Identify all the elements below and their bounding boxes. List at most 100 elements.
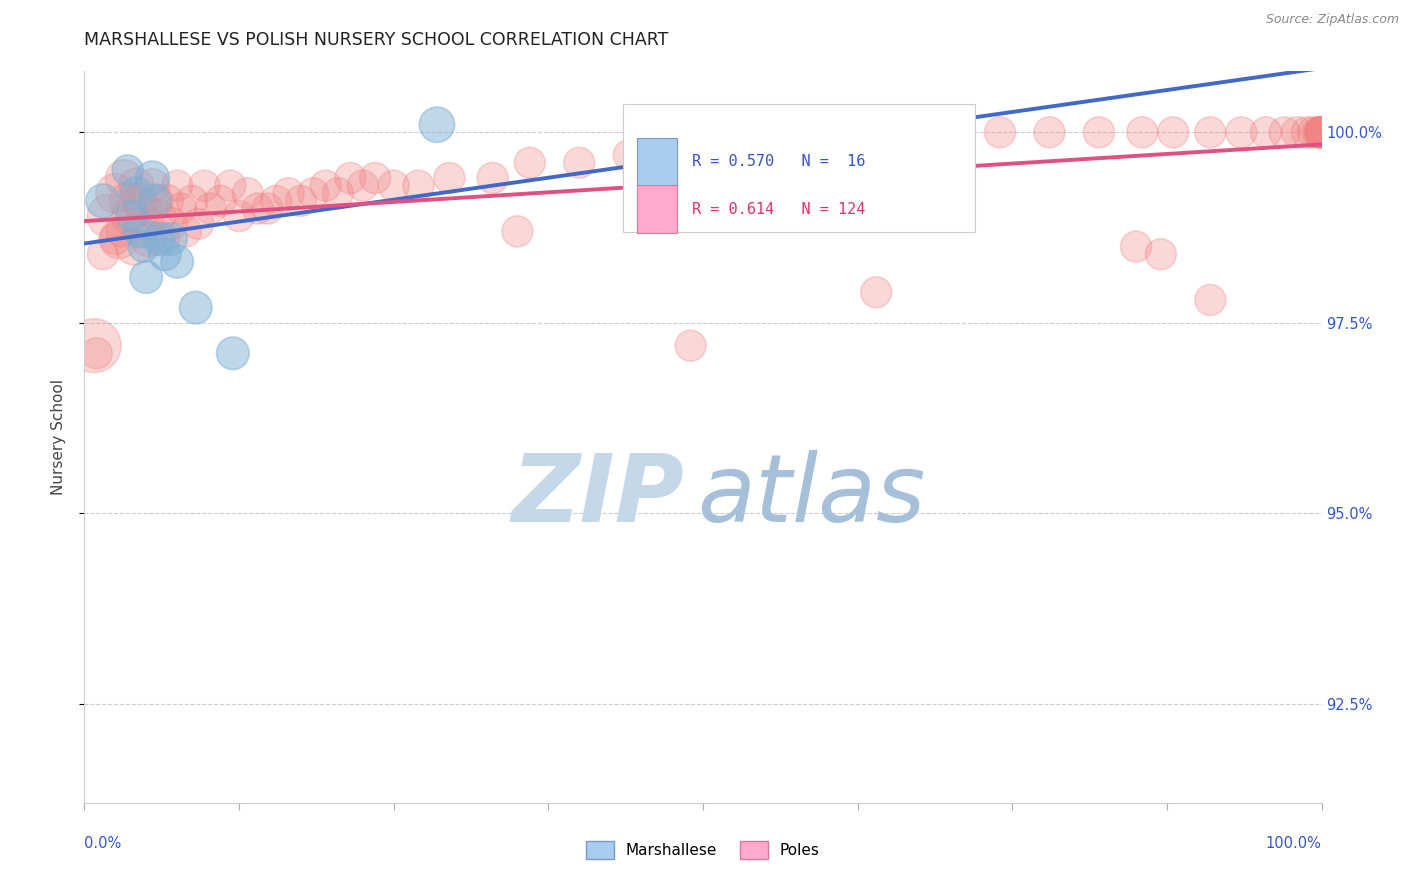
Point (1199, 293, 1222, 307)
Point (125, 186, 148, 201)
Point (132, 202, 155, 216)
Point (148, 209, 170, 223)
Point (156, 194, 179, 208)
Point (112, 171, 135, 186)
Point (184, 301, 207, 315)
Point (187, 217, 209, 231)
Text: R = 0.614   N = 124: R = 0.614 N = 124 (692, 202, 865, 217)
Point (339, 171, 361, 186)
Point (117, 163, 139, 178)
Point (141, 171, 163, 186)
Point (160, 217, 183, 231)
Text: 0.0%: 0.0% (84, 836, 121, 851)
Point (382, 178, 405, 193)
Legend: Marshallese, Poles: Marshallese, Poles (581, 835, 825, 864)
Point (246, 202, 269, 216)
Point (352, 178, 374, 193)
Point (91, 194, 114, 208)
Point (1302, 125, 1324, 139)
Point (219, 178, 242, 193)
Point (120, 209, 142, 223)
Point (129, 194, 152, 208)
Point (104, 232, 127, 246)
Point (741, 140, 763, 154)
Text: R = 0.570   N =  16: R = 0.570 N = 16 (692, 154, 865, 169)
Point (145, 194, 167, 208)
FancyBboxPatch shape (623, 104, 976, 232)
Point (1161, 125, 1184, 139)
Point (315, 178, 337, 193)
Point (83, 339, 105, 353)
Point (877, 133, 900, 147)
Point (302, 186, 325, 201)
Point (170, 202, 193, 216)
Point (132, 239, 155, 253)
Point (222, 346, 245, 360)
Point (135, 270, 157, 285)
Y-axis label: Nursery School: Nursery School (51, 379, 66, 495)
Point (181, 194, 204, 208)
Text: atlas: atlas (697, 450, 925, 541)
Point (939, 133, 962, 147)
Point (228, 209, 250, 223)
Point (364, 171, 387, 186)
Point (1309, 125, 1331, 139)
Point (129, 224, 152, 238)
Point (193, 178, 215, 193)
Point (865, 285, 887, 300)
Point (166, 255, 188, 269)
Point (519, 156, 541, 170)
Point (506, 224, 529, 238)
Point (91, 247, 114, 261)
Point (153, 247, 176, 261)
Bar (637, 138, 678, 186)
Point (236, 186, 259, 201)
Point (148, 232, 170, 246)
Point (256, 202, 278, 216)
Point (617, 148, 640, 162)
Point (1274, 125, 1296, 139)
Text: ZIP: ZIP (512, 450, 685, 541)
Point (439, 171, 461, 186)
Point (120, 209, 142, 223)
Point (988, 125, 1011, 139)
Point (125, 178, 148, 193)
Bar (637, 186, 678, 233)
Point (1306, 125, 1329, 139)
Point (1310, 125, 1333, 139)
Point (209, 194, 232, 208)
Point (135, 217, 157, 231)
Text: 100.0%: 100.0% (1265, 836, 1322, 851)
Point (426, 118, 449, 132)
Point (143, 194, 166, 208)
Point (86, 346, 108, 360)
Point (679, 148, 702, 162)
Point (138, 232, 160, 246)
Point (679, 339, 702, 353)
Point (122, 239, 145, 253)
Point (1088, 125, 1111, 139)
Point (200, 202, 222, 216)
Point (1295, 125, 1317, 139)
Point (98, 209, 121, 223)
Text: Source: ZipAtlas.com: Source: ZipAtlas.com (1265, 13, 1399, 27)
Point (117, 194, 139, 208)
Point (104, 186, 127, 201)
Point (108, 232, 131, 246)
Text: MARSHALLESE VS POLISH NURSERY SCHOOL CORRELATION CHART: MARSHALLESE VS POLISH NURSERY SCHOOL COR… (84, 31, 669, 49)
Point (141, 178, 163, 193)
Point (1285, 125, 1308, 139)
Point (568, 156, 591, 170)
Point (277, 186, 299, 201)
Point (1038, 125, 1060, 139)
Point (264, 194, 287, 208)
Point (1230, 125, 1253, 139)
Point (408, 178, 430, 193)
Point (174, 224, 197, 238)
Point (160, 232, 183, 246)
Point (1125, 239, 1147, 253)
Point (166, 178, 188, 193)
Point (1130, 125, 1153, 139)
Point (110, 224, 132, 238)
Point (150, 232, 173, 246)
